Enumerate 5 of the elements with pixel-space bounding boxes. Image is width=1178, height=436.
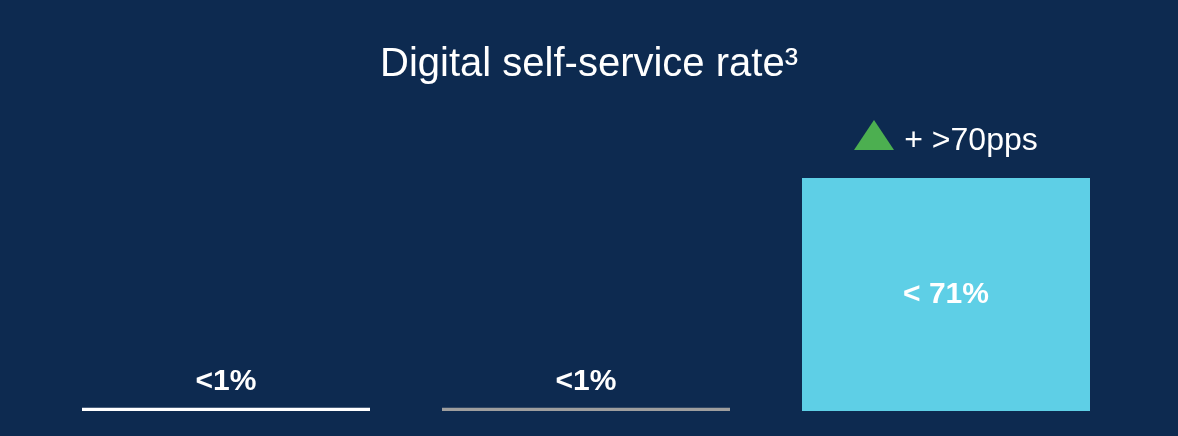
data-label: < 71% — [903, 275, 989, 309]
data-label: <1% — [195, 362, 257, 396]
chart-title: Digital self-service rate³ — [380, 40, 798, 84]
text: + >70pps — [904, 121, 1038, 157]
data-label: <1% — [555, 362, 617, 396]
